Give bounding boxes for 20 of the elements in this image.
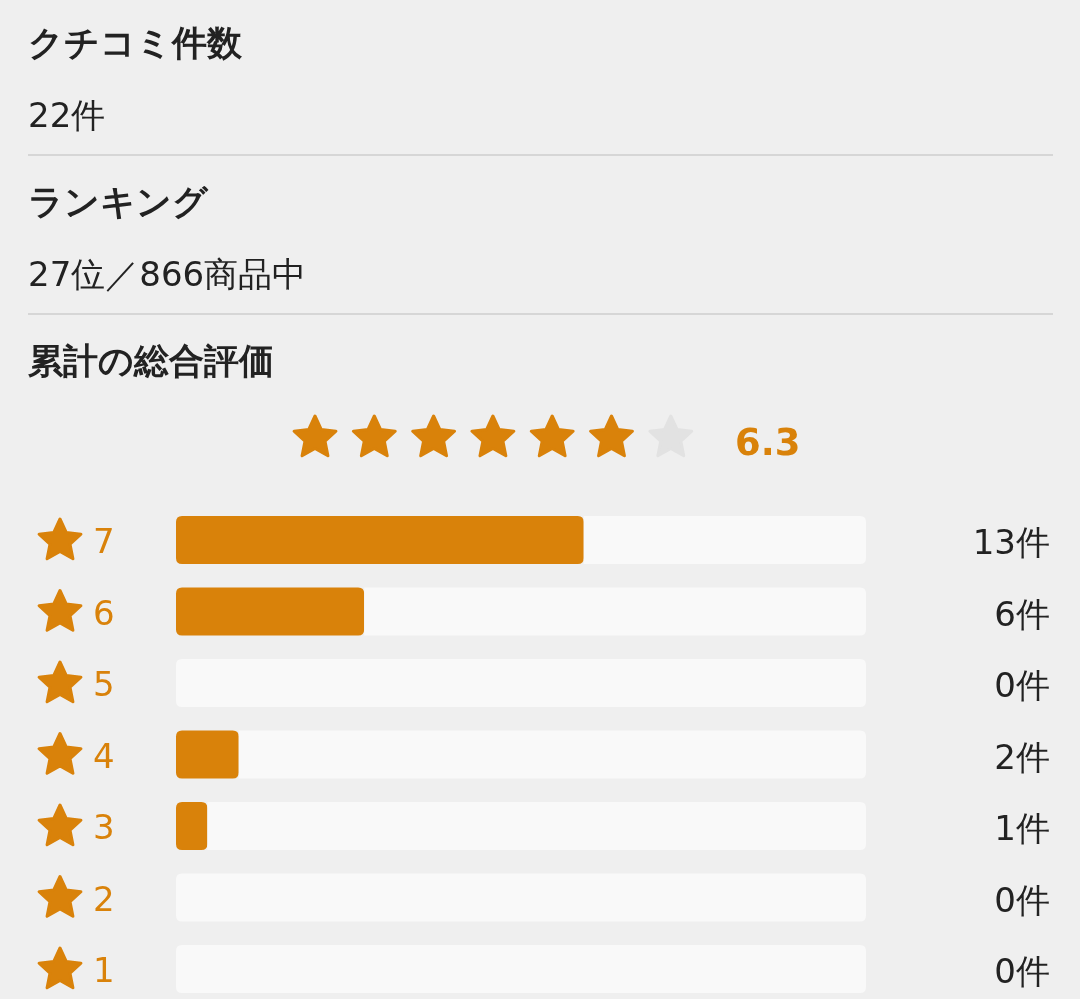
annotation: 6.3 [735,421,801,464]
value-label: 0件 [994,665,1050,705]
category-label: 3 [93,807,115,847]
value-label: 1件 [994,808,1050,848]
category-label: 6 [93,592,115,633]
category-label: 7 [93,521,115,561]
annotation: 22件 [28,95,106,135]
value-label: 0件 [994,951,1050,991]
value-label: 2件 [994,736,1050,777]
category-label: 4 [93,735,115,776]
category-label: 1 [93,950,115,990]
title: 累計の総合評価 [28,341,274,381]
value-label: 13件 [972,522,1050,562]
category-label: 5 [93,664,115,704]
annotation: 27位／866商品中 [28,254,307,294]
value-label: 0件 [994,879,1050,920]
category-label: 2 [93,878,115,919]
annotation: クチコミ件数 [28,23,242,63]
annotation: ランキング [28,182,208,222]
value-label: 6件 [994,593,1050,634]
